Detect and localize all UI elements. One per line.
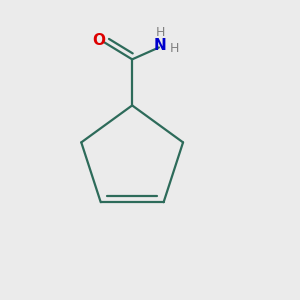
- Text: N: N: [154, 38, 167, 53]
- Text: H: H: [156, 26, 165, 38]
- Text: H: H: [170, 42, 179, 55]
- Text: O: O: [92, 33, 105, 48]
